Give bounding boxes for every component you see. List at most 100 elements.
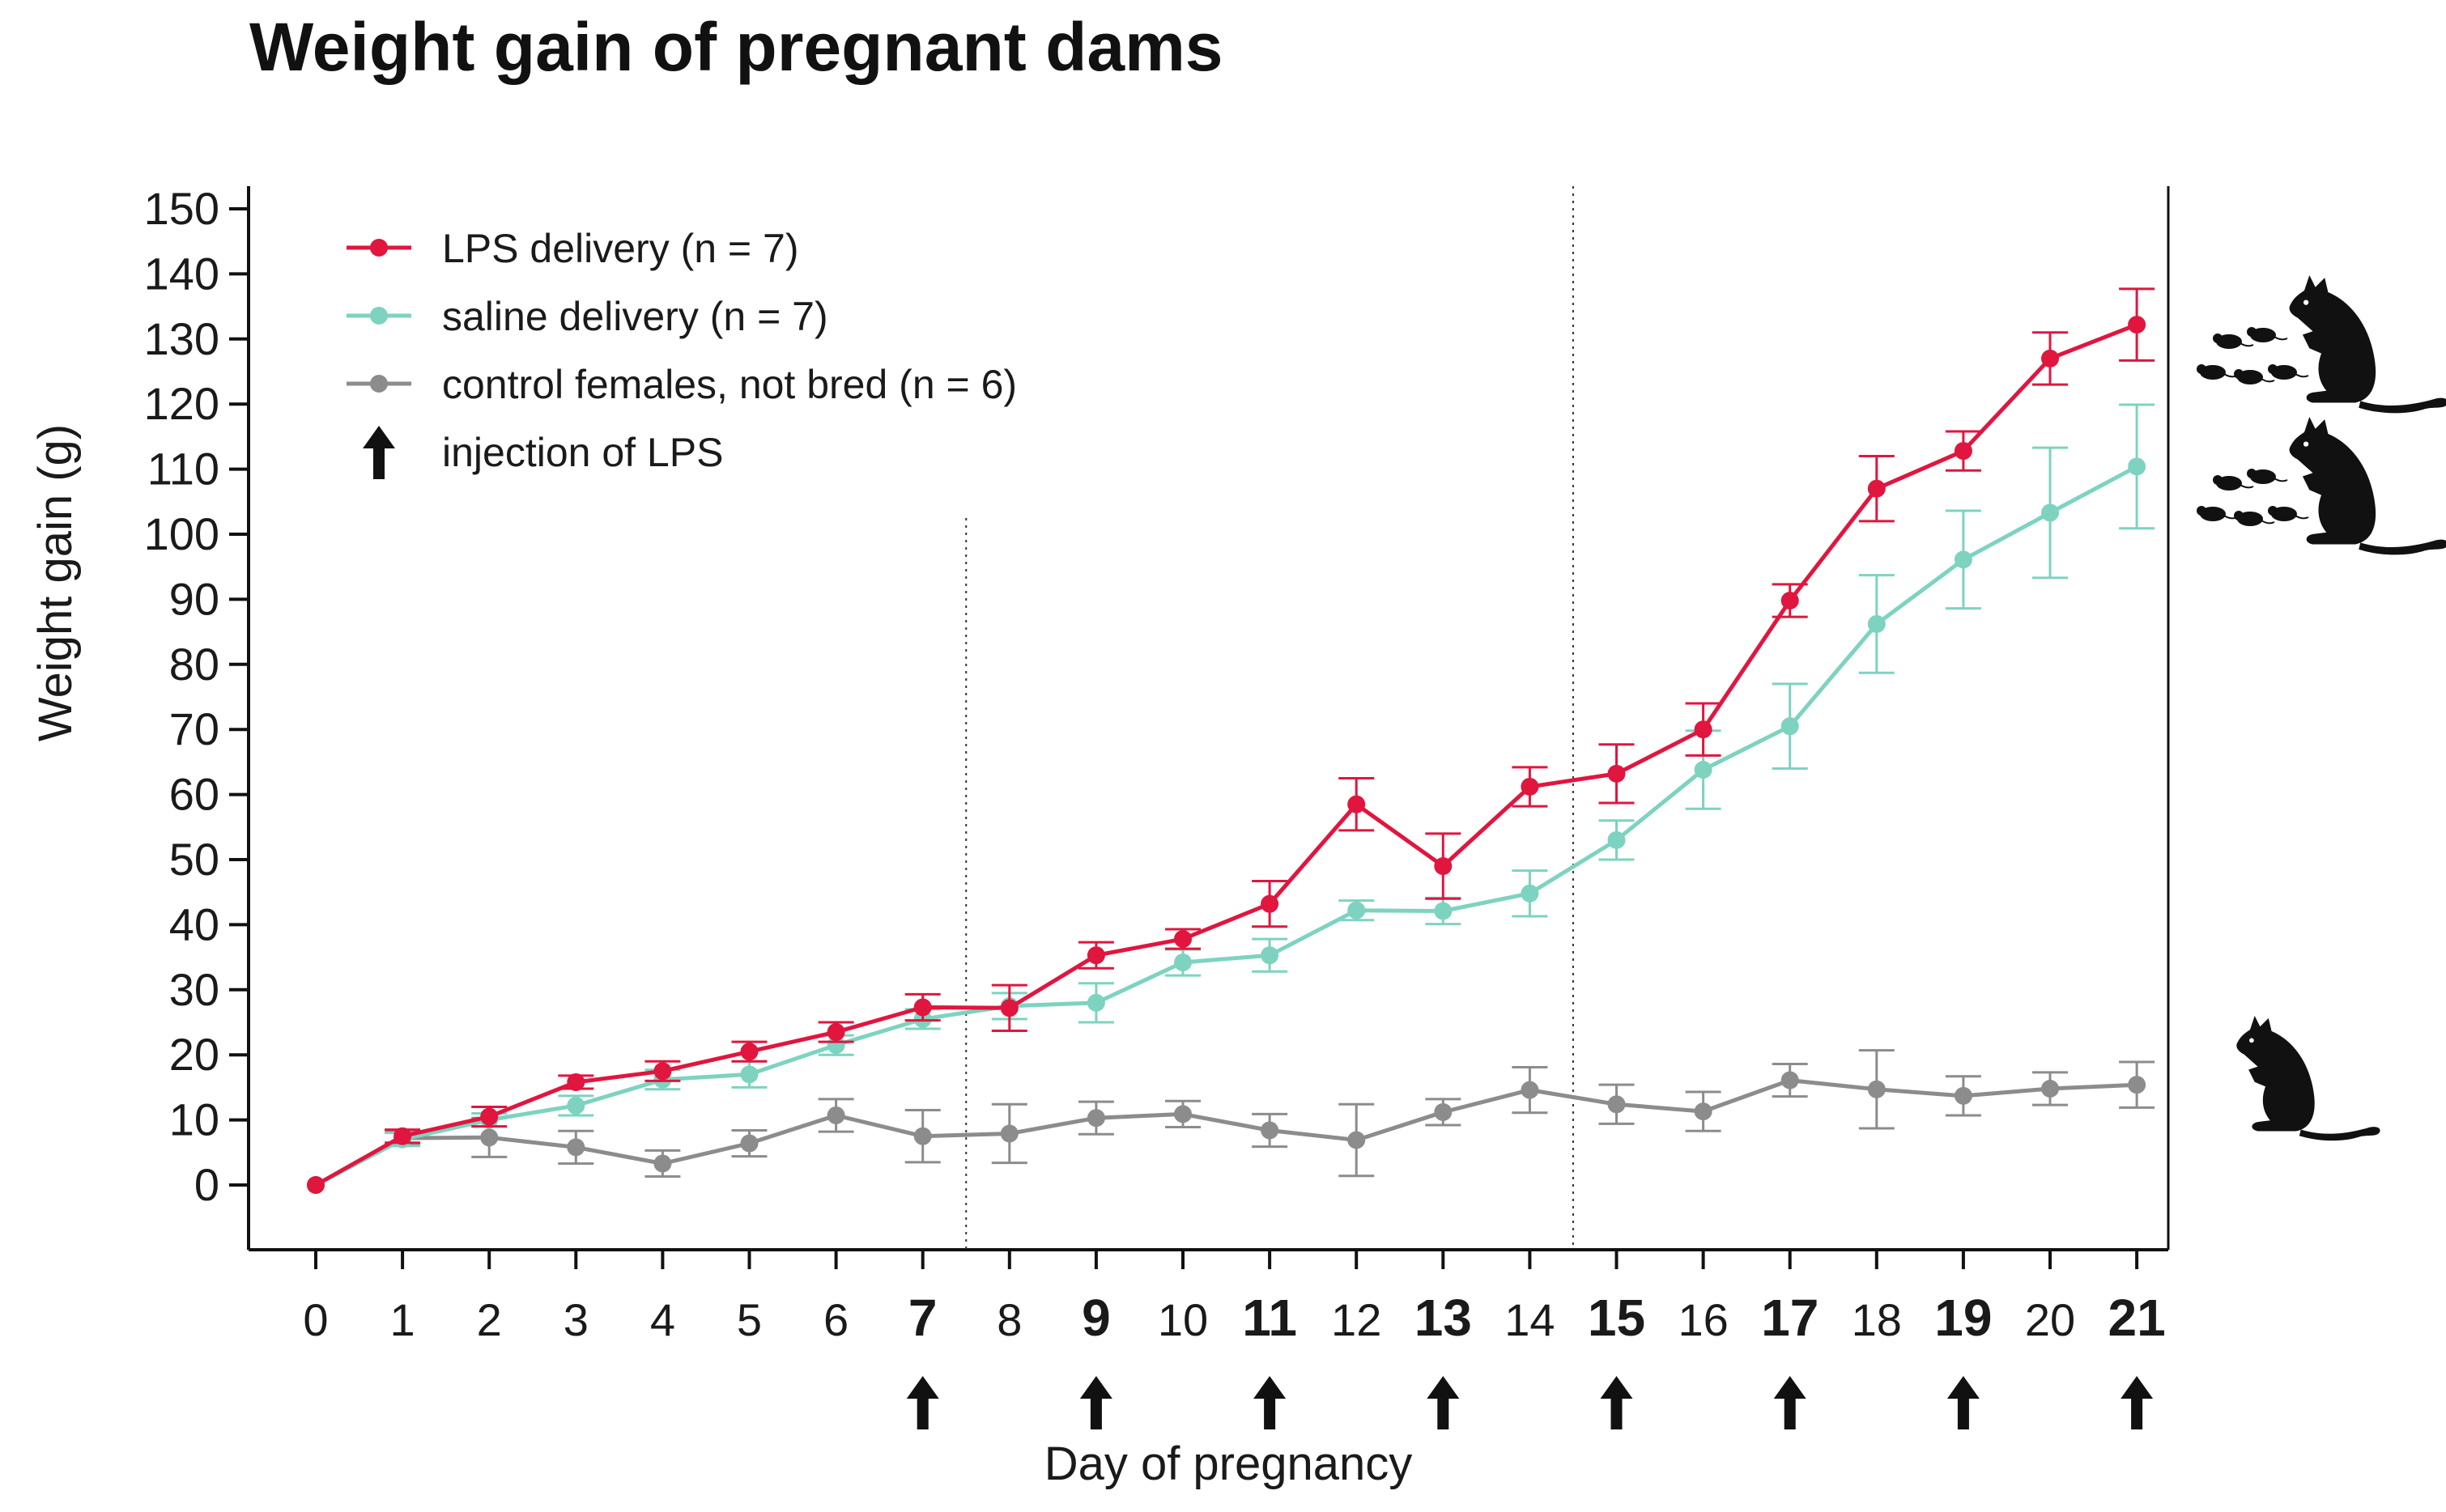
legend-swatch-dot xyxy=(370,239,388,257)
rat-with-pups-icon xyxy=(2196,417,2446,555)
data-point xyxy=(2128,316,2146,334)
data-point xyxy=(1347,795,1366,813)
y-tick-label: 40 xyxy=(169,898,219,949)
injection-arrow-icon xyxy=(1079,1376,1112,1429)
x-tick-label: 14 xyxy=(1504,1294,1555,1345)
x-tick-label: 2 xyxy=(477,1294,502,1345)
data-point xyxy=(1607,1095,1626,1114)
legend-label: LPS delivery (n = 7) xyxy=(442,226,798,271)
series-line xyxy=(314,465,2138,1187)
x-tick-label: 17 xyxy=(1761,1289,1819,1347)
injection-arrow-icon xyxy=(1600,1376,1633,1429)
data-series xyxy=(307,287,2155,1194)
data-point xyxy=(1867,479,1886,498)
arrow-shape xyxy=(363,426,395,479)
legend-label: injection of LPS xyxy=(442,430,723,475)
y-tick-label: 100 xyxy=(144,508,219,559)
x-tick-label: 9 xyxy=(1082,1289,1111,1347)
data-point xyxy=(1521,777,1539,796)
y-tick-label: 80 xyxy=(169,639,219,690)
data-point xyxy=(1694,1102,1712,1121)
arrow-shape xyxy=(2121,1376,2154,1429)
y-tick-label: 130 xyxy=(144,313,219,364)
x-tick-label: 16 xyxy=(1678,1294,1728,1345)
x-tick-label: 5 xyxy=(737,1294,762,1345)
x-tick-label: 6 xyxy=(823,1294,849,1345)
x-tick-label: 3 xyxy=(564,1294,589,1345)
y-tick-label: 30 xyxy=(169,964,219,1015)
x-tick-label: 10 xyxy=(1158,1294,1208,1345)
data-point xyxy=(2041,503,2059,522)
data-point xyxy=(2041,349,2059,367)
injection-arrow-icon xyxy=(1427,1376,1460,1429)
data-point xyxy=(1867,1080,1886,1098)
x-tick-label: 15 xyxy=(1588,1289,1645,1347)
legend-swatch-dot xyxy=(370,307,388,325)
axes xyxy=(247,186,2170,1251)
legend-label: saline delivery (n = 7) xyxy=(442,294,828,339)
injection-arrow-icon xyxy=(906,1376,939,1429)
series-group xyxy=(307,1049,2155,1194)
data-point xyxy=(740,1043,759,1061)
x-tick-label: 11 xyxy=(1242,1289,1297,1347)
series-group xyxy=(307,287,2155,1194)
data-point xyxy=(740,1134,759,1153)
arrow-shape xyxy=(1600,1376,1633,1429)
data-point xyxy=(1780,1071,1799,1089)
data-point xyxy=(1261,946,1279,965)
legend: LPS delivery (n = 7) saline delivery (n =… xyxy=(347,226,1017,479)
data-point xyxy=(1261,894,1279,913)
legend-label: control females, not bred (n = 6) xyxy=(442,362,1017,407)
data-point xyxy=(1521,1081,1539,1099)
data-point xyxy=(1434,857,1453,876)
chart-title: Weight gain of pregnant dams xyxy=(249,9,1223,85)
x-tick-label: 13 xyxy=(1414,1289,1472,1347)
data-point xyxy=(1780,592,1799,610)
data-point xyxy=(307,1176,325,1194)
data-point xyxy=(740,1065,759,1084)
y-tick-label: 120 xyxy=(144,378,219,429)
x-tick-label: 1 xyxy=(390,1294,415,1345)
arrow-shape xyxy=(906,1376,939,1429)
y-axis-ticks: 0 10 20 30 40 50 60 70 80 90 100 110 120 130 140 150 xyxy=(144,183,249,1210)
data-point xyxy=(1347,901,1366,920)
x-tick-label: 21 xyxy=(2108,1289,2166,1347)
data-point xyxy=(393,1127,412,1145)
data-point xyxy=(1954,550,1972,569)
data-point xyxy=(653,1062,672,1081)
x-tick-label: 19 xyxy=(1934,1289,1992,1347)
data-point xyxy=(1087,993,1105,1012)
data-point xyxy=(1174,1105,1192,1123)
y-tick-label: 20 xyxy=(169,1029,219,1080)
x-tick-label: 4 xyxy=(650,1294,675,1345)
x-axis-title: Day of pregnancy xyxy=(1044,1438,1413,1490)
data-point xyxy=(1694,720,1712,739)
series-line xyxy=(314,322,2138,1187)
data-point xyxy=(2041,1080,2059,1098)
y-axis-title: Weight gain (g) xyxy=(29,424,82,741)
data-point xyxy=(1780,717,1799,736)
y-tick-label: 0 xyxy=(194,1159,219,1210)
x-axis-ticks: 0 1 2 3 4 5 6 7 8 9 10 11 12 13 14 15 16 17 18 19 20 21 xyxy=(303,1250,2166,1429)
arrow-shape xyxy=(1253,1376,1287,1429)
data-point xyxy=(1521,884,1539,903)
injection-arrow-icon xyxy=(1253,1376,1287,1429)
y-tick-label: 150 xyxy=(144,183,219,234)
data-point xyxy=(567,1138,585,1157)
data-point xyxy=(1174,953,1192,972)
data-point xyxy=(653,1154,672,1173)
data-point xyxy=(2128,1076,2146,1094)
injection-arrow-icon xyxy=(2121,1376,2154,1429)
arrow-shape xyxy=(1773,1376,1806,1429)
y-tick-label: 140 xyxy=(144,248,219,299)
data-point xyxy=(1261,1121,1279,1140)
y-tick-label: 60 xyxy=(169,769,219,820)
y-tick-label: 70 xyxy=(169,703,219,754)
data-point xyxy=(480,1128,499,1147)
phase-divider-lines xyxy=(965,186,1574,1250)
y-tick-label: 90 xyxy=(169,573,219,624)
data-point xyxy=(1694,761,1712,779)
data-point xyxy=(827,1023,845,1042)
x-tick-label: 8 xyxy=(997,1294,1022,1345)
